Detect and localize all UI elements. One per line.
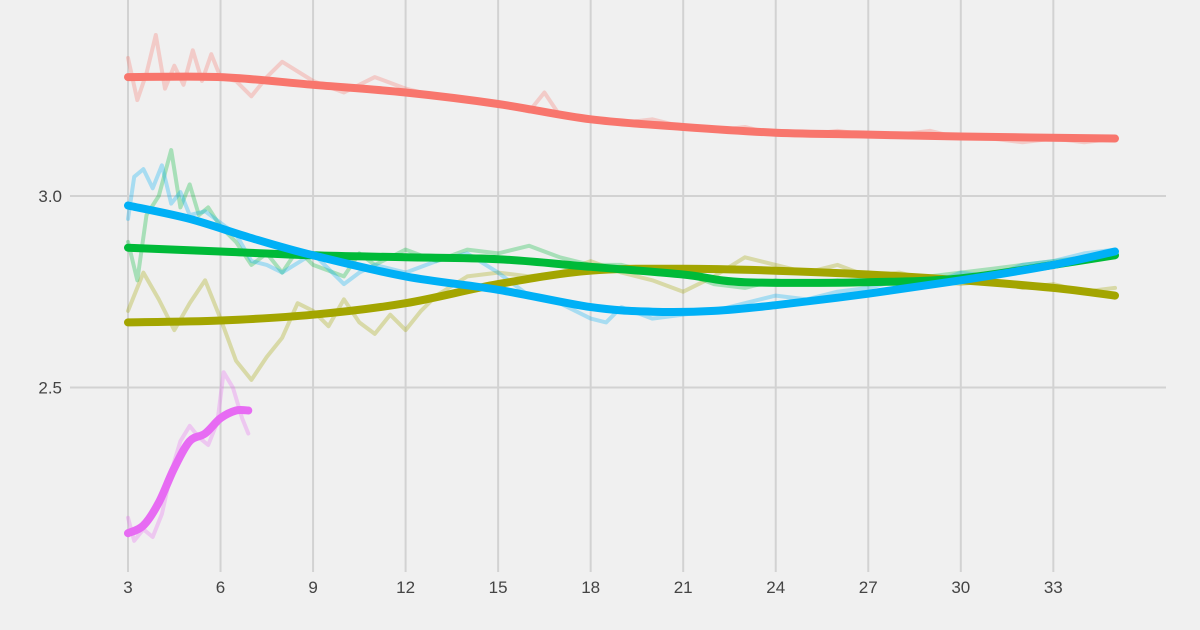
smoothed-series-lines [124,72,1119,538]
x-tick-label-6: 6 [216,578,225,597]
x-tick-label-30: 30 [951,578,970,597]
smooth-line-blue [124,201,1119,317]
x-tick-label-33: 33 [1044,578,1063,597]
smooth-line-red [124,72,1119,143]
x-tick-labels: 3 6 9 12 15 18 21 24 27 30 33 [123,578,1063,597]
y-gridlines [70,194,1166,389]
y-tick-label-2.5: 2.5 [38,379,62,398]
y-tick-labels: 2.5 3.0 [38,187,62,398]
x-tick-label-21: 21 [674,578,693,597]
smooth-line-magenta [124,405,253,538]
x-tick-label-18: 18 [581,578,600,597]
x-tick-label-12: 12 [396,578,415,597]
x-tick-label-3: 3 [123,578,132,597]
x-tick-label-15: 15 [489,578,508,597]
raw-line-magenta [126,370,251,543]
x-tick-label-27: 27 [859,578,878,597]
y-tick-label-3.0: 3.0 [38,187,62,206]
raw-series-lines [126,33,1117,543]
x-tick-label-24: 24 [766,578,785,597]
x-tick-label-9: 9 [308,578,317,597]
